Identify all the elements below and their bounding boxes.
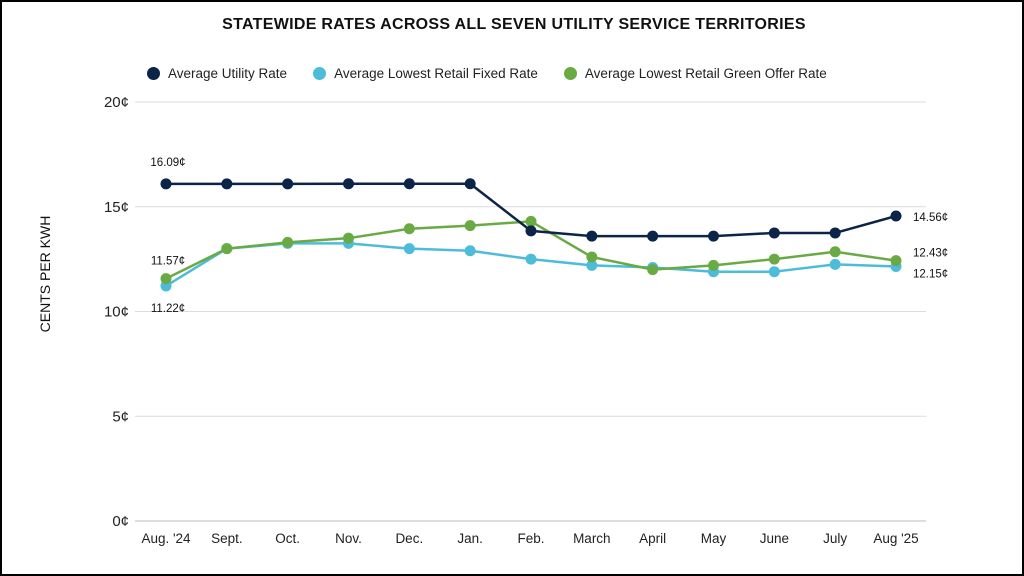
x-tick-label-oct: Oct. [275, 531, 300, 546]
legend-marker-average-utility-rate [147, 67, 160, 80]
y-tick-label-15: 15¢ [104, 199, 129, 216]
data-point-average-utility-rate-sept [221, 178, 233, 190]
data-point-average-utility-rate-june [768, 227, 780, 239]
x-tick-label-may: May [701, 531, 727, 546]
data-label-average-lowest-retail-fixed-rate-aug-25: 12.15¢ [913, 268, 948, 280]
series-lines [160, 178, 902, 292]
data-point-average-lowest-retail-fixed-rate-march [586, 259, 598, 271]
data-point-average-utility-rate-oct [282, 178, 294, 190]
data-point-average-lowest-retail-fixed-rate-feb [525, 253, 537, 265]
data-point-average-lowest-retail-green-offer-rate-feb [525, 215, 537, 227]
x-tick-label-aug-24: Aug. '24 [141, 531, 191, 546]
data-point-average-utility-rate-april [647, 230, 659, 242]
data-point-average-lowest-retail-green-offer-rate-sept [221, 243, 233, 255]
x-tick-label-june: June [760, 531, 789, 546]
data-point-average-utility-rate-jan [464, 178, 476, 190]
data-point-average-utility-rate-aug-25 [890, 210, 902, 222]
y-tick-label-5: 5¢ [112, 408, 129, 425]
data-point-average-lowest-retail-green-offer-rate-july [829, 246, 841, 258]
x-tick-label-sept: Sept. [211, 531, 243, 546]
data-labels: 16.09¢ 14.56¢ 11.22¢ 12.15¢ 11.57¢ 12.43¢ [150, 157, 948, 315]
data-point-average-lowest-retail-green-offer-rate-aug-25 [890, 255, 902, 267]
x-tick-label-nov: Nov. [335, 531, 362, 546]
x-tick-label-march: March [573, 531, 611, 546]
data-point-average-utility-rate-aug-24 [160, 178, 172, 190]
data-point-average-lowest-retail-fixed-rate-jan [464, 245, 476, 257]
data-point-average-utility-rate-dec [403, 178, 415, 190]
data-point-average-utility-rate-feb [525, 225, 537, 237]
x-tick-label-dec: Dec. [395, 531, 423, 546]
data-point-average-lowest-retail-green-offer-rate-nov [343, 232, 354, 244]
legend-label-average-utility-rate: Average Utility Rate [168, 66, 288, 81]
series-line-average-lowest-retail-fixed-rate [165, 242, 897, 288]
x-tick-label-april: April [639, 531, 666, 546]
data-label-average-lowest-retail-green-offer-rate-aug-25: 12.43¢ [913, 248, 948, 260]
series-average-lowest-retail-fixed-rate [160, 237, 902, 292]
data-point-average-lowest-retail-green-offer-rate-oct [282, 236, 294, 248]
data-point-average-lowest-retail-green-offer-rate-jan [464, 220, 476, 232]
data-point-average-utility-rate-nov [343, 178, 354, 190]
legend-marker-average-lowest-retail-green-offer-rate [563, 67, 577, 80]
data-point-average-lowest-retail-fixed-rate-june [768, 266, 780, 278]
data-label-average-utility-rate-aug-25: 14.56¢ [913, 212, 948, 224]
data-label-average-lowest-retail-fixed-rate-aug-24: 11.22¢ [151, 303, 185, 315]
series-average-lowest-retail-green-offer-rate [160, 215, 902, 285]
data-point-average-utility-rate-may [708, 230, 719, 242]
data-point-average-lowest-retail-green-offer-rate-june [768, 253, 780, 265]
legend-marker-average-lowest-retail-fixed-rate [313, 67, 327, 80]
legend-item-average-utility-rate: Average Utility Rate [147, 66, 287, 81]
x-axis-ticks: Aug. '24 Sept. Oct. Nov. Dec. Jan. Feb. March Ap… [141, 531, 918, 546]
chart-title: STATEWIDE RATES ACROSS ALL SEVEN UTILITY… [222, 16, 806, 33]
data-point-average-lowest-retail-green-offer-rate-march [586, 251, 598, 263]
x-tick-label-jan: Jan. [457, 531, 483, 546]
legend-item-average-lowest-retail-fixed-rate: Average Lowest Retail Fixed Rate [313, 66, 538, 81]
series-average-utility-rate [160, 178, 902, 242]
y-axis-ticks: 0¢ 5¢ 10¢ 15¢ 20¢ [104, 94, 129, 530]
chart-legend: Average Utility Rate Average Lowest Reta… [147, 66, 853, 81]
data-point-average-lowest-retail-green-offer-rate-aug-24 [160, 273, 172, 285]
x-tick-label-aug-25: Aug '25 [873, 531, 918, 546]
x-tick-label-feb: Feb. [517, 531, 544, 546]
data-point-average-lowest-retail-fixed-rate-july [829, 258, 841, 270]
legend-label-average-lowest-retail-green-offer-rate: Average Lowest Retail Green Offer Rate [584, 66, 827, 81]
data-label-average-utility-rate-aug-24: 16.09¢ [150, 157, 185, 169]
legend-label-average-lowest-retail-fixed-rate: Average Lowest Retail Fixed Rate [334, 66, 538, 81]
data-label-average-lowest-retail-green-offer-rate-aug-24: 11.57¢ [151, 256, 185, 268]
data-point-average-lowest-retail-green-offer-rate-dec [403, 223, 415, 235]
data-point-average-lowest-retail-green-offer-rate-april [647, 264, 659, 276]
x-tick-label-july: July [823, 531, 847, 546]
gridlines [135, 101, 926, 522]
data-point-average-lowest-retail-fixed-rate-dec [403, 243, 415, 255]
y-tick-label-0: 0¢ [112, 513, 129, 530]
data-point-average-lowest-retail-green-offer-rate-may [708, 259, 719, 271]
data-point-average-utility-rate-july [829, 227, 841, 239]
y-tick-label-20: 20¢ [104, 94, 129, 111]
legend-item-average-lowest-retail-green-offer-rate: Average Lowest Retail Green Offer Rate [563, 66, 827, 81]
data-point-average-utility-rate-march [586, 230, 598, 242]
y-tick-label-10: 10¢ [104, 304, 129, 321]
